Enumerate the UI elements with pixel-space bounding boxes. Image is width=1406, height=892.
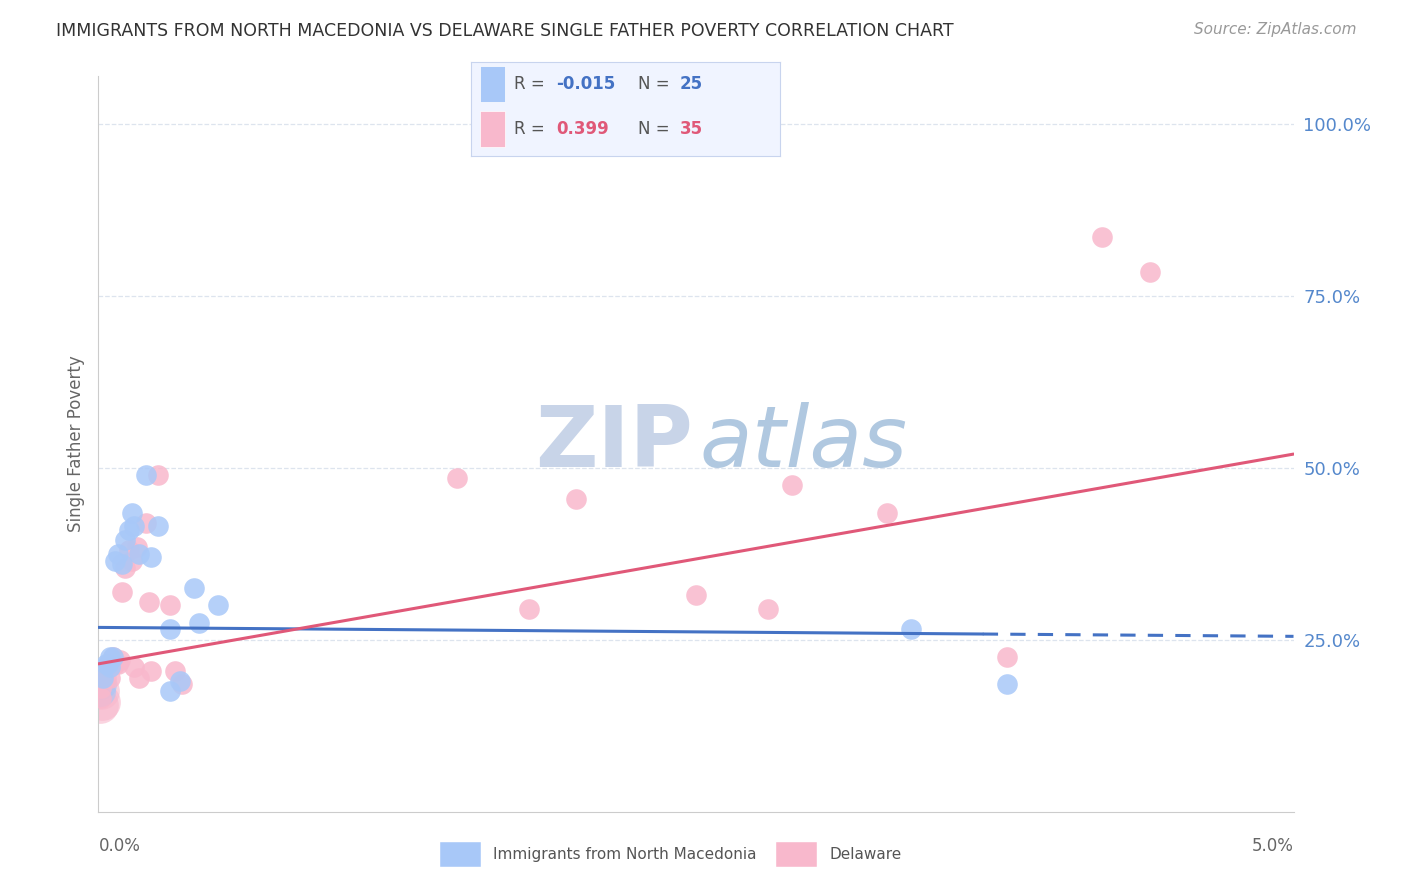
Text: R =: R = [515,120,550,138]
Text: N =: N = [638,120,675,138]
Point [183,581,205,595]
Point [114,560,136,574]
Point [135,516,157,530]
Point [98,660,122,674]
Text: N =: N = [638,75,675,93]
Point [94,671,117,685]
Point [685,588,707,602]
Text: 0.0%: 0.0% [98,838,141,855]
Bar [481,66,505,102]
Text: IMMIGRANTS FROM NORTH MACEDONIA VS DELAWARE SINGLE FATHER POVERTY CORRELATION CH: IMMIGRANTS FROM NORTH MACEDONIA VS DELAW… [56,22,953,40]
Point [90,684,112,698]
Y-axis label: Single Father Poverty: Single Father Poverty [66,355,84,533]
Text: 0.399: 0.399 [557,120,609,138]
Text: R =: R = [515,75,550,93]
Point [98,650,122,665]
Point [104,657,127,671]
Point [97,657,120,671]
Point [207,599,229,613]
Point [172,677,194,691]
Point [107,547,129,561]
Bar [776,842,817,867]
Point [1139,265,1161,279]
Point [125,540,148,554]
Point [90,677,112,691]
Point [124,660,146,674]
Point [1091,230,1114,244]
Point [995,677,1018,691]
Point [101,650,124,665]
Point [446,471,468,485]
Point [128,671,150,685]
Point [900,623,922,637]
Point [995,650,1018,665]
Point [138,595,160,609]
Point [89,684,111,698]
Point [91,671,114,685]
Point [163,664,186,678]
Point [121,554,143,568]
Text: Immigrants from North Macedonia: Immigrants from North Macedonia [492,847,756,862]
Point [148,519,170,533]
Point [114,533,136,547]
Point [94,657,117,671]
Text: -0.015: -0.015 [557,75,616,93]
Point [121,506,143,520]
Point [91,695,114,709]
Point [780,478,803,492]
Point [107,657,129,671]
Point [118,543,141,558]
Point [90,691,112,706]
Text: 25: 25 [681,75,703,93]
Point [187,615,209,630]
Point [94,660,117,674]
Point [159,599,181,613]
Point [159,623,181,637]
Point [169,674,191,689]
Point [565,491,588,506]
Text: 35: 35 [681,120,703,138]
Point [135,467,157,482]
Point [90,681,112,695]
Point [98,671,122,685]
Point [756,602,779,616]
Text: ZIP: ZIP [534,402,692,485]
Text: Source: ZipAtlas.com: Source: ZipAtlas.com [1194,22,1357,37]
Point [89,698,111,712]
Bar [440,842,481,867]
Point [104,554,127,568]
Text: atlas: atlas [700,402,907,485]
Point [97,657,120,671]
Point [108,653,131,667]
Point [139,550,162,565]
Point [111,557,134,571]
Text: Delaware: Delaware [830,847,901,862]
Point [91,671,114,685]
Point [101,650,124,665]
Point [139,664,162,678]
Point [159,684,181,698]
Point [128,547,150,561]
Point [876,506,898,520]
Point [148,467,170,482]
Point [124,519,146,533]
Point [517,602,540,616]
Text: 5.0%: 5.0% [1251,838,1294,855]
Point [111,584,134,599]
Point [118,523,141,537]
Bar [481,112,505,147]
